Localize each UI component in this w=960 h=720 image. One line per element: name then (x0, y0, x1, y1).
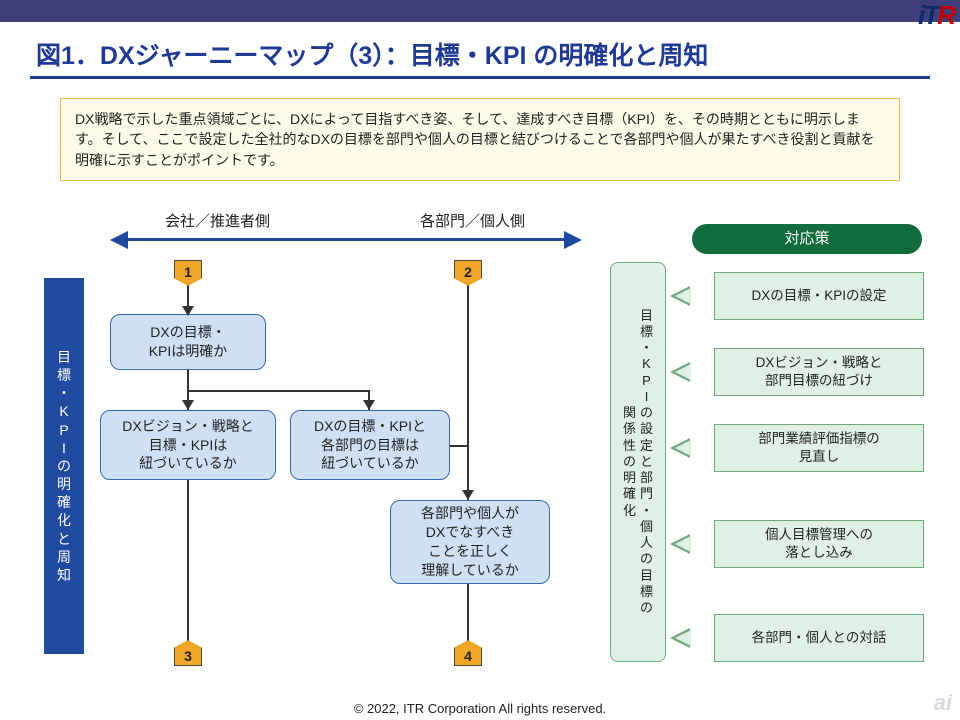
countermeasure-main-label: 関係性の明確化目標・KPIの設定と部門・個人の目標の (623, 308, 653, 617)
connector (467, 286, 469, 500)
page-title: 図1．DXジャーニーマップ（3）：目標・KPI の明確化と周知 (36, 36, 708, 72)
arrow-head-right-icon (564, 231, 582, 249)
vertical-section-bar: 目標・KPIの明確化と周知 (44, 278, 84, 654)
connector (187, 480, 189, 640)
marker-2: 2 (454, 260, 482, 286)
footer-copyright: © 2022, ITR Corporation All rights reser… (0, 701, 960, 716)
flow-box-c: DXの目標・KPIと各部門の目標は紐づいているか (290, 410, 450, 480)
arrow-left-icon-inner (675, 288, 691, 304)
countermeasure-header: 対応策 (692, 224, 922, 254)
countermeasure-item: 個人目標管理への落とし込み (714, 520, 924, 568)
countermeasure-item: 部門業績評価指標の見直し (714, 424, 924, 472)
logo-text-right: R (937, 0, 954, 30)
arrow-line (120, 238, 568, 241)
marker-3: 3 (174, 640, 202, 666)
connector (187, 390, 370, 392)
arrow-down-icon (182, 306, 194, 316)
title-underline (30, 76, 930, 79)
marker-4: 4 (454, 640, 482, 666)
marker-1: 1 (174, 260, 202, 286)
arrow-down-icon (182, 400, 194, 410)
arrow-label-right: 各部門／個人側 (420, 210, 525, 231)
top-bar (0, 0, 960, 22)
flow-box-b: DXビジョン・戦略と目標・KPIは紐づいているか (100, 410, 276, 480)
arrow-left-icon-inner (675, 440, 691, 456)
flow-box-d: 各部門や個人がDXでなすべきことを正しく理解しているか (390, 500, 550, 584)
countermeasure-item: DXビジョン・戦略と部門目標の紐づけ (714, 348, 924, 396)
connector (450, 445, 469, 447)
connector (467, 584, 469, 640)
arrow-left-icon-inner (675, 364, 691, 380)
countermeasure-item: 各部門・個人との対話 (714, 614, 924, 662)
arrow-left-icon-inner (675, 630, 691, 646)
countermeasure-item: DXの目標・KPIの設定 (714, 272, 924, 320)
logo-text-left: iT (918, 0, 937, 30)
arrow-label-left: 会社／推進者側 (165, 210, 270, 231)
arrow-down-icon (363, 400, 375, 410)
description-box: DX戦略で示した重点領域ごとに、DXによって目指すべき姿、そして、達成すべき目標… (60, 98, 900, 181)
watermark: ai (934, 690, 952, 716)
flow-box-a: DXの目標・KPIは明確か (110, 314, 266, 370)
vertical-section-label: 目標・KPIの明確化と周知 (44, 278, 84, 654)
arrow-down-icon (462, 490, 474, 500)
logo: iTR (918, 0, 954, 31)
countermeasure-main-box: 関係性の明確化目標・KPIの設定と部門・個人の目標の (610, 262, 666, 662)
arrow-left-icon-inner (675, 536, 691, 552)
